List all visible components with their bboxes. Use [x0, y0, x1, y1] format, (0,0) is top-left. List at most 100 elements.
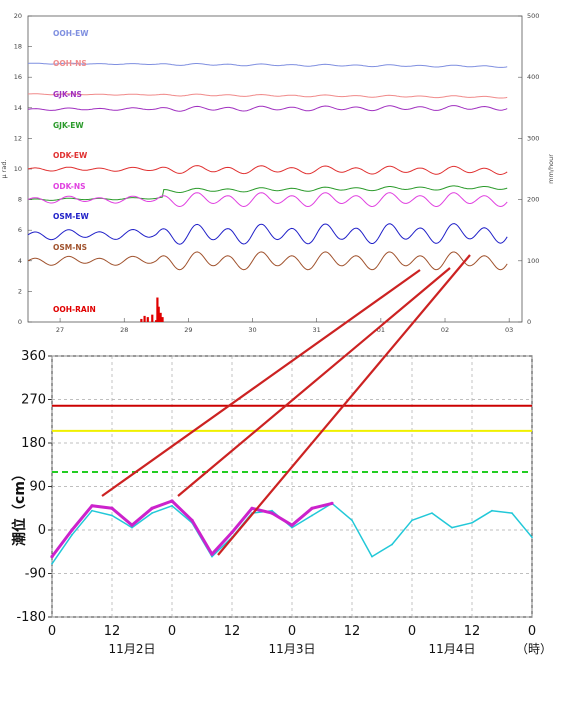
bottom-date-label: 11月3日 — [269, 642, 316, 656]
bottom-point-predicted — [131, 526, 133, 529]
bottom-point-predicted — [511, 512, 513, 514]
top-series-label: ODK-NS — [53, 182, 86, 191]
bottom-point-predicted — [311, 514, 313, 517]
top-series-line — [27, 165, 508, 176]
bottom-point-observed — [170, 499, 174, 503]
bottom-xtick-label: 0 — [288, 624, 296, 639]
bottom-point-observed — [70, 528, 74, 532]
correspondence-line — [217, 254, 471, 556]
top-series-line — [27, 192, 508, 208]
bottom-point-predicted — [211, 555, 213, 558]
bottom-point-observed — [130, 523, 134, 527]
bottom-xtick-label: 0 — [48, 624, 56, 639]
top-xtick-label: 27 — [56, 326, 64, 334]
rain-bar — [151, 314, 154, 322]
top-ytick-right-label: 500 — [527, 12, 539, 20]
bottom-point-observed — [50, 555, 54, 559]
rain-bar — [156, 297, 159, 322]
bottom-date-label: 11月4日 — [429, 642, 476, 656]
top-ytick-left-label: 4 — [18, 257, 22, 265]
bottom-point-observed — [330, 501, 334, 505]
bottom-point-predicted — [271, 509, 273, 512]
bottom-point-observed — [210, 552, 214, 556]
bottom-xtick-label: 0 — [528, 624, 536, 639]
bottom-point-observed — [250, 506, 254, 510]
bottom-date-label: 11月2日 — [109, 642, 156, 656]
top-ylabel-right: mm/hour — [547, 154, 555, 184]
bottom-x-unit-label: （時） — [516, 642, 552, 656]
rain-bar — [159, 312, 162, 322]
top-ytick-left-label: 10 — [14, 165, 22, 173]
top-ytick-left-label: 18 — [14, 43, 22, 51]
bottom-point-predicted — [291, 526, 293, 529]
bottom-xtick-label: 12 — [104, 624, 121, 639]
top-ytick-right-label: 300 — [527, 134, 539, 142]
bottom-point-predicted — [151, 512, 153, 514]
top-ytick-left-label: 0 — [18, 318, 22, 326]
correspondence-line — [101, 269, 421, 497]
top-ytick-left-label: 6 — [18, 226, 22, 234]
bottom-point-predicted — [391, 543, 393, 546]
top-ytick-left-label: 20 — [14, 12, 22, 20]
bottom-ytick-label: 270 — [21, 393, 46, 408]
rain-bar — [155, 320, 158, 322]
top-series-label: OOH-EW — [53, 29, 89, 38]
top-ytick-left-label: 2 — [18, 287, 22, 295]
top-series-label: OSM-NS — [53, 243, 87, 252]
bottom-point-predicted — [451, 526, 453, 529]
bottom-ytick-label: 90 — [29, 480, 46, 495]
bottom-ytick-label: -90 — [25, 567, 46, 582]
top-series-line — [27, 105, 508, 112]
bottom-ylabel: 潮位（cm） — [11, 467, 28, 546]
top-ytick-right-label: 200 — [527, 196, 539, 204]
bottom-ytick-label: 0 — [38, 523, 46, 538]
bottom-ytick-label: -180 — [16, 610, 46, 625]
bottom-point-observed — [230, 530, 234, 535]
bottom-point-predicted — [111, 514, 113, 517]
rain-bar — [140, 318, 143, 322]
bottom-point-observed — [310, 506, 314, 510]
top-ylabel-left: μ rad. — [0, 159, 8, 178]
top-series-line — [27, 251, 508, 271]
rain-bar — [146, 317, 149, 322]
top-xtick-label: 01 — [377, 326, 385, 334]
rain-bar — [161, 317, 164, 322]
top-series-line — [27, 93, 508, 99]
top-series-label: OOH-NS — [53, 59, 87, 68]
bottom-point-predicted — [91, 509, 93, 512]
top-xtick-label: 29 — [184, 326, 192, 334]
bottom-point-predicted — [411, 519, 413, 522]
top-ytick-left-label: 14 — [14, 104, 22, 112]
bottom-point-predicted — [491, 509, 493, 512]
bottom-point-predicted — [431, 512, 433, 514]
bottom-ytick-label: 180 — [21, 436, 46, 451]
top-series-label: OOH-RAIN — [53, 305, 96, 314]
top-series-label: GJK-NS — [53, 90, 82, 99]
top-ytick-left-label: 12 — [14, 134, 22, 142]
bottom-point-observed — [190, 518, 194, 522]
top-series-line — [27, 62, 508, 68]
bottom-point-predicted — [351, 519, 353, 522]
bottom-point-observed — [150, 506, 154, 510]
top-plot-area — [27, 15, 523, 323]
bottom-point-predicted — [371, 555, 373, 558]
bottom-point-observed — [270, 511, 274, 515]
bottom-xtick-label: 0 — [168, 624, 176, 639]
top-series-label: OSM-EW — [53, 212, 89, 221]
bottom-xtick-label: 0 — [408, 624, 416, 639]
top-xtick-label: 28 — [120, 326, 128, 334]
bottom-xtick-label: 12 — [344, 624, 361, 639]
bottom-point-predicted — [71, 533, 73, 536]
bottom-point-observed — [110, 506, 114, 510]
bottom-ytick-label: 360 — [21, 349, 46, 364]
top-xtick-label: 31 — [313, 326, 321, 334]
bottom-point-predicted — [171, 504, 173, 507]
bottom-point-predicted — [471, 521, 473, 524]
top-ytick-left-label: 8 — [18, 196, 22, 204]
top-series-label: GJK-EW — [53, 121, 84, 130]
rain-bar — [157, 306, 160, 322]
top-ytick-right-label: 100 — [527, 257, 539, 265]
bottom-point-predicted — [51, 562, 53, 565]
